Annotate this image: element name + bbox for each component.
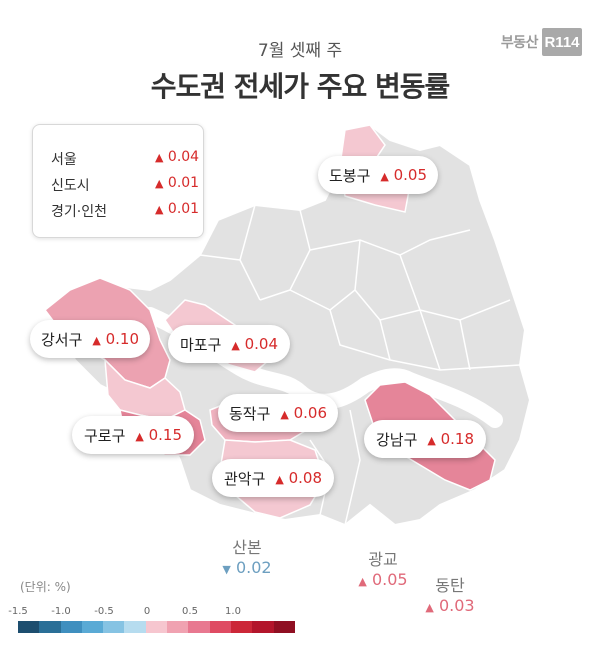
callout-guro: 구로구 ▲ 0.15 [72, 416, 194, 454]
up-arrow-icon: ▲ [92, 334, 101, 347]
callout-dobong-name: 도봉구 [328, 166, 371, 185]
scale-tick: 0.5 [182, 606, 198, 617]
callout-dobong: 도봉구 ▲ 0.05 [318, 156, 438, 194]
scale-tick: -1.5 [8, 606, 28, 617]
up-arrow-icon: ▲ [155, 177, 164, 190]
area-gwanggyo-value-wrap: ▲ 0.05 [348, 570, 418, 589]
area-gwanggyo: 광교 ▲ 0.05 [348, 546, 418, 589]
page-title: 수도권 전세가 주요 변동률 [150, 70, 451, 103]
up-arrow-icon: ▲ [427, 434, 436, 447]
scale-color-swatch [145, 621, 168, 633]
summary-row-gyeonggi: 경기·인천 ▲ 0.01 [51, 201, 199, 221]
callout-dongjak-value: 0.06 [293, 404, 328, 422]
callout-gangseo-name: 강서구 [40, 330, 83, 349]
callout-gangnam-name: 강남구 [375, 430, 418, 449]
scale-color-swatch [103, 621, 125, 633]
scale-color-swatch [124, 621, 146, 633]
callout-dobong-value: 0.05 [393, 166, 428, 184]
scale-color-swatch [209, 621, 231, 633]
scale-tick: -1.0 [51, 606, 71, 617]
scale-tick: 0 [143, 606, 151, 617]
up-arrow-icon: ▲ [231, 339, 240, 352]
area-gwanggyo-name: 광교 [368, 550, 398, 569]
area-gwanggyo-value: 0.05 [371, 570, 408, 589]
brand-r114-logo: R114 [542, 28, 582, 56]
callout-gwanak: 관악구 ▲ 0.08 [212, 459, 334, 497]
callout-guro-name: 구로구 [83, 426, 126, 445]
up-arrow-icon: ▲ [358, 575, 367, 588]
callout-gwanak-name: 관악구 [223, 469, 266, 488]
callout-gangnam-value-wrap: ▲ 0.18 [427, 430, 474, 448]
callout-dongjak-value-wrap: ▲ 0.06 [280, 404, 327, 422]
color-scale-strip [18, 621, 295, 633]
callout-gangnam: 강남구 ▲ 0.18 [364, 420, 486, 458]
summary-legend: 서울 ▲ 0.04 신도시 ▲ 0.01 경기·인천 ▲ 0.01 [32, 124, 204, 238]
callout-mapo: 마포구 ▲ 0.04 [168, 325, 290, 363]
summary-seoul-value-wrap: ▲ 0.04 [155, 149, 199, 165]
subtitle: 7월 셋째 주 [257, 41, 343, 61]
down-arrow-icon: ▼ [222, 563, 231, 576]
brand-logo: 부동산 R114 [501, 28, 582, 56]
up-arrow-icon: ▲ [135, 430, 144, 443]
scale-color-swatch [252, 621, 274, 633]
area-dongtan-value-wrap: ▲ 0.03 [415, 596, 485, 615]
summary-newtown-name: 신도시 [51, 178, 90, 194]
brand-text: 부동산 [500, 35, 539, 51]
up-arrow-icon: ▲ [425, 601, 434, 614]
scale-color-swatch [60, 621, 82, 633]
callout-gwanak-value-wrap: ▲ 0.08 [275, 469, 322, 487]
summary-gyeonggi-name: 경기·인천 [51, 204, 107, 220]
callout-mapo-value: 0.04 [244, 335, 279, 353]
up-arrow-icon: ▲ [380, 170, 389, 183]
summary-row-seoul: 서울 ▲ 0.04 [51, 149, 199, 169]
callout-dongjak-name: 동작구 [228, 404, 271, 423]
summary-newtown-value: 0.01 [167, 175, 200, 191]
district-borders [199, 204, 521, 526]
summary-row-newtown: 신도시 ▲ 0.01 [51, 175, 199, 195]
up-arrow-icon: ▲ [155, 151, 164, 164]
callout-gangseo: 강서구 ▲ 0.10 [30, 320, 150, 358]
area-sanbon-name: 산본 [232, 538, 262, 557]
area-sanbon-value: 0.02 [235, 558, 272, 577]
area-sanbon-value-wrap: ▼ 0.02 [212, 558, 282, 577]
callout-gangnam-value: 0.18 [440, 430, 475, 448]
summary-seoul-value: 0.04 [167, 149, 200, 165]
area-sanbon: 산본 ▼ 0.02 [212, 534, 282, 577]
callout-mapo-name: 마포구 [179, 335, 222, 354]
callout-dongjak: 동작구 ▲ 0.06 [218, 394, 338, 432]
area-dongtan: 동탄 ▲ 0.03 [415, 572, 485, 615]
summary-seoul-name: 서울 [51, 152, 77, 168]
summary-newtown-value-wrap: ▲ 0.01 [155, 175, 199, 191]
summary-gyeonggi-value-wrap: ▲ 0.01 [155, 201, 199, 217]
area-dongtan-name: 동탄 [435, 576, 465, 595]
up-arrow-icon: ▲ [155, 203, 164, 216]
callout-gwanak-value: 0.08 [288, 469, 323, 487]
up-arrow-icon: ▲ [275, 473, 284, 486]
scale-color-swatch [167, 621, 189, 633]
unit-label: (단위: %) [20, 580, 71, 594]
scale-color-swatch [230, 621, 253, 633]
callout-gangseo-value-wrap: ▲ 0.10 [92, 330, 139, 348]
scale-color-swatch [188, 621, 210, 633]
scale-color-swatch [18, 621, 40, 633]
area-dongtan-value: 0.03 [438, 596, 475, 615]
callout-gangseo-value: 0.10 [105, 330, 140, 348]
callout-guro-value-wrap: ▲ 0.15 [135, 426, 182, 444]
scale-tick: 1.0 [225, 606, 241, 617]
callout-dobong-value-wrap: ▲ 0.05 [380, 166, 427, 184]
callout-mapo-value-wrap: ▲ 0.04 [231, 335, 278, 353]
up-arrow-icon: ▲ [280, 408, 289, 421]
summary-gyeonggi-value: 0.01 [167, 201, 200, 217]
scale-color-swatch [81, 621, 104, 633]
callout-guro-value: 0.15 [148, 426, 183, 444]
scale-tick: -0.5 [94, 606, 114, 617]
scale-color-swatch [39, 621, 61, 633]
scale-color-swatch [273, 621, 295, 633]
